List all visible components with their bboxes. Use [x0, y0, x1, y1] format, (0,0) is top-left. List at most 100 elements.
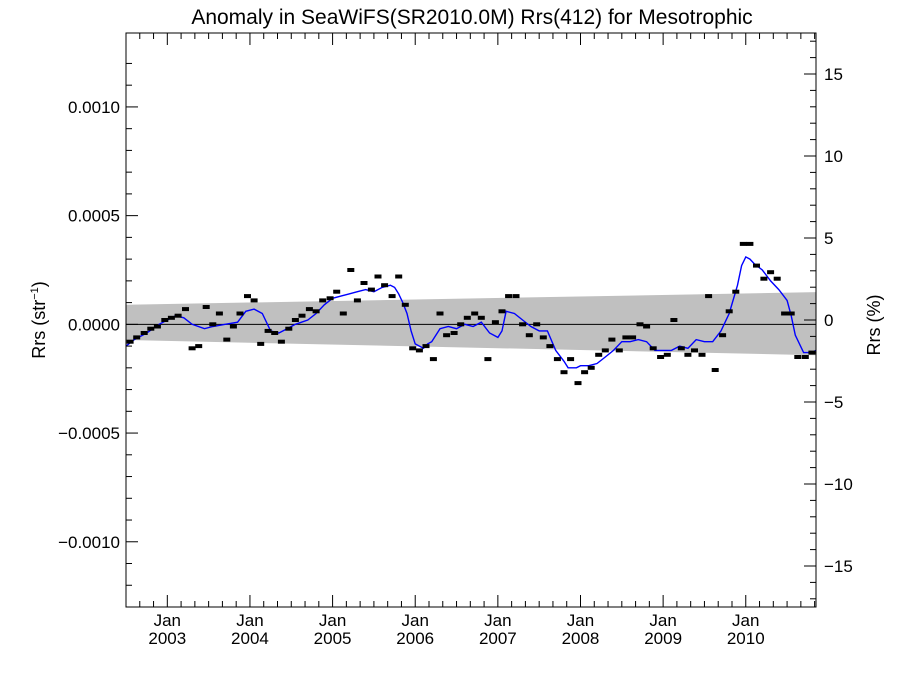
- data-point: [512, 294, 520, 299]
- data-point: [409, 346, 417, 351]
- x-tick-year-label: 2008: [562, 629, 600, 648]
- data-point: [353, 298, 361, 303]
- x-tick-month-label: Jan: [319, 611, 346, 630]
- confidence-band-layer: [126, 292, 816, 356]
- data-point: [595, 352, 603, 357]
- data-point: [739, 241, 747, 246]
- data-point: [505, 294, 513, 299]
- data-point: [312, 309, 320, 314]
- left-tick-label: −0.0010: [58, 533, 120, 552]
- data-point: [333, 289, 341, 294]
- data-point: [167, 315, 175, 320]
- x-tick-year-label: 2003: [148, 629, 186, 648]
- data-point: [622, 335, 630, 340]
- x-tick-month-label: Jan: [236, 611, 263, 630]
- data-point: [250, 298, 258, 303]
- data-point: [339, 311, 347, 316]
- data-markers-layer: [126, 241, 816, 386]
- data-point: [684, 352, 692, 357]
- data-point: [546, 344, 554, 349]
- data-point: [670, 318, 678, 322]
- data-point: [215, 311, 223, 316]
- data-point: [533, 322, 541, 327]
- chart-title: Anomaly in SeaWiFS(SR2010.0M) Rrs(412) f…: [191, 6, 752, 29]
- x-tick-month-label: Jan: [732, 611, 759, 630]
- data-point: [126, 339, 134, 344]
- left-y-axis: 0.0010 0.0005 0.0000 −0.0005 −0.0010: [58, 62, 138, 586]
- x-tick-month-label: Jan: [402, 611, 429, 630]
- x-tick-month-label: Jan: [484, 611, 511, 630]
- data-point: [202, 305, 210, 309]
- data-point: [525, 333, 533, 338]
- data-point: [484, 357, 492, 362]
- data-point: [429, 357, 437, 362]
- data-point: [719, 333, 727, 338]
- data-point: [567, 357, 575, 362]
- x-tick-year-label: 2006: [396, 629, 434, 648]
- right-y-axis-label: Rrs (%): [864, 295, 884, 356]
- data-point: [519, 322, 527, 327]
- data-point: [347, 268, 355, 272]
- data-point: [581, 370, 589, 375]
- data-point: [415, 348, 423, 353]
- data-point: [677, 346, 685, 351]
- data-point: [643, 324, 651, 329]
- data-point: [305, 307, 313, 312]
- data-point: [161, 318, 169, 322]
- data-point: [229, 324, 237, 329]
- data-point: [271, 331, 279, 335]
- right-tick-label: −5: [824, 393, 843, 412]
- x-tick-year-label: 2005: [314, 629, 352, 648]
- right-tick-label: 15: [824, 65, 843, 84]
- data-point: [657, 355, 665, 359]
- data-point: [608, 337, 616, 342]
- x-tick-year-label: 2007: [479, 629, 517, 648]
- data-point: [491, 320, 499, 325]
- data-point: [760, 276, 768, 281]
- data-point: [264, 328, 272, 333]
- data-point: [174, 313, 182, 318]
- data-point: [182, 307, 189, 312]
- data-point: [539, 335, 547, 340]
- data-point: [147, 326, 155, 331]
- data-point: [188, 346, 196, 351]
- confidence-band: [126, 292, 816, 356]
- data-point: [773, 276, 781, 281]
- data-point: [615, 348, 623, 353]
- left-y-axis-label-sup: −1: [29, 287, 41, 300]
- data-point: [140, 331, 148, 335]
- data-point: [463, 315, 471, 320]
- data-point: [553, 357, 561, 362]
- right-tick-label: 0: [824, 311, 833, 330]
- data-point: [801, 355, 809, 359]
- data-point: [691, 348, 698, 353]
- data-point: [587, 365, 595, 370]
- right-tick-label: 5: [824, 229, 833, 248]
- x-tick-month-label: Jan: [649, 611, 676, 630]
- data-point: [601, 348, 609, 353]
- data-point: [436, 311, 444, 316]
- data-point: [457, 322, 465, 327]
- data-point: [395, 274, 403, 279]
- left-tick-label: 0.0010: [68, 98, 120, 117]
- data-point: [560, 370, 568, 375]
- data-point: [401, 302, 409, 307]
- data-point: [753, 263, 760, 268]
- data-point: [649, 346, 657, 351]
- data-point: [574, 381, 582, 386]
- data-point: [732, 289, 740, 294]
- data-point: [498, 309, 506, 314]
- data-point: [471, 311, 479, 316]
- data-point: [477, 315, 485, 320]
- x-tick-month-label: Jan: [567, 611, 594, 630]
- data-point: [209, 322, 217, 327]
- data-point: [711, 368, 719, 372]
- left-y-axis-label-close: ): [29, 281, 49, 287]
- data-point: [636, 322, 644, 327]
- data-point: [443, 333, 451, 338]
- data-point: [133, 335, 141, 340]
- data-point: [705, 294, 713, 299]
- data-point: [794, 355, 802, 359]
- right-tick-label: 10: [824, 147, 843, 166]
